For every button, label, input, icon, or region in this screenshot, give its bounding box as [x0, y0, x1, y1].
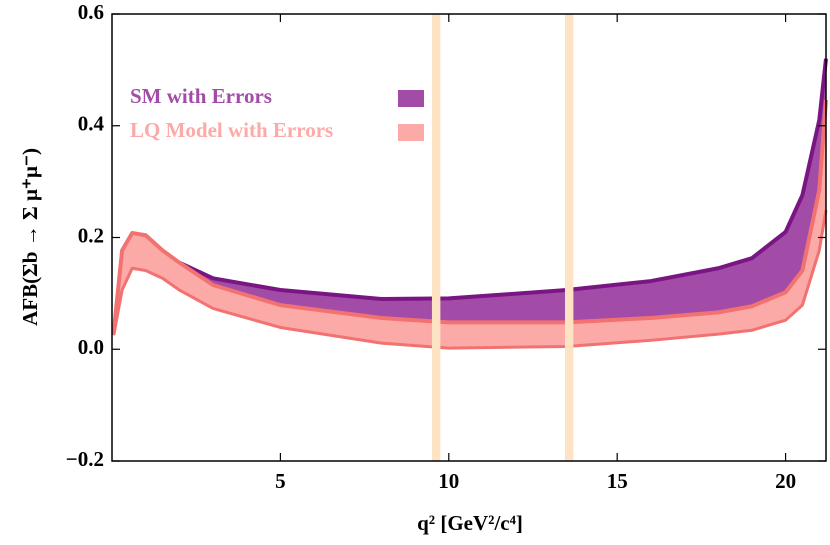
- y-axis-label: AFB(Σb → Σ μ⁺μ⁻): [18, 148, 42, 326]
- legend-swatch: [398, 90, 424, 107]
- y-tick-label: 0.4: [78, 112, 105, 136]
- x-axis-label: q² [GeV²/c⁴]: [417, 511, 523, 535]
- band-lower-edge: [112, 209, 828, 350]
- legend-label: LQ Model with Errors: [130, 118, 333, 142]
- legend-label: SM with Errors: [130, 84, 272, 108]
- plot-frame: [111, 13, 827, 462]
- x-tick-label: 10: [438, 469, 459, 493]
- veto-region: [431, 14, 441, 461]
- y-tick-label: 0.2: [78, 223, 104, 247]
- legend-swatch: [398, 124, 424, 141]
- x-tick-label: 5: [275, 469, 286, 493]
- band-upper-edge: [111, 99, 828, 333]
- y-tick-label: 0.0: [78, 335, 104, 359]
- veto-region: [564, 14, 574, 461]
- x-tick-label: 20: [775, 469, 796, 493]
- x-tick-label: 15: [607, 469, 628, 493]
- y-tick-label: 0.6: [78, 0, 104, 24]
- y-tick-label: −0.2: [66, 447, 104, 471]
- band-fill: [113, 100, 826, 349]
